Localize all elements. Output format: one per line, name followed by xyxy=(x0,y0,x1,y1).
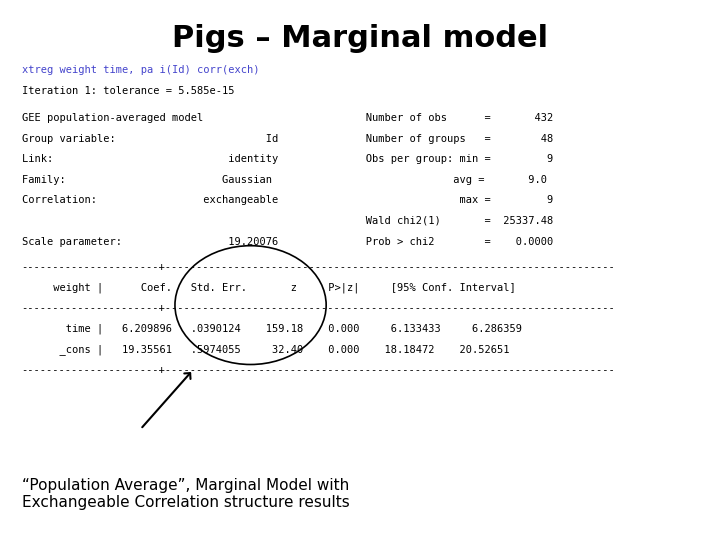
Text: Scale parameter:                 19.20076              Prob > chi2        =    0: Scale parameter: 19.20076 Prob > chi2 = … xyxy=(22,237,553,247)
Text: Link:                            identity              Obs per group: min =     : Link: identity Obs per group: min = xyxy=(22,154,553,165)
Text: Iteration 1: tolerance = 5.585e-15: Iteration 1: tolerance = 5.585e-15 xyxy=(22,86,234,97)
Text: Correlation:                 exchangeable                             max =     : Correlation: exchangeable max = xyxy=(22,195,553,206)
Text: Family:                         Gaussian                             avg =      : Family: Gaussian avg = xyxy=(22,175,546,185)
Text: time |   6.209896   .0390124    159.18    0.000     6.133433     6.286359: time | 6.209896 .0390124 159.18 0.000 6.… xyxy=(22,324,521,334)
Text: ----------------------+---------------------------------------------------------: ----------------------+-----------------… xyxy=(22,365,616,375)
Text: weight |      Coef.   Std. Err.       z     P>|z|     [95% Conf. Interval]: weight | Coef. Std. Err. z P>|z| [95% Co… xyxy=(22,283,516,293)
Text: GEE population-averaged model                          Number of obs      =     : GEE population-averaged model Number of … xyxy=(22,113,553,124)
Text: ----------------------+---------------------------------------------------------: ----------------------+-----------------… xyxy=(22,262,616,273)
Text: “Population Average”, Marginal Model with
Exchangeable Correlation structure res: “Population Average”, Marginal Model wit… xyxy=(22,478,349,510)
Text: xtreg weight time, pa i(Id) corr(exch): xtreg weight time, pa i(Id) corr(exch) xyxy=(22,65,259,75)
Text: Group variable:                        Id              Number of groups   =     : Group variable: Id Number of groups = xyxy=(22,134,553,144)
Text: _cons |   19.35561   .5974055     32.40    0.000    18.18472    20.52651: _cons | 19.35561 .5974055 32.40 0.000 18… xyxy=(22,345,516,355)
Text: Wald chi2(1)       =  25337.48: Wald chi2(1) = 25337.48 xyxy=(22,216,553,226)
Text: ----------------------+---------------------------------------------------------: ----------------------+-----------------… xyxy=(22,303,616,314)
Text: Pigs – Marginal model: Pigs – Marginal model xyxy=(172,24,548,53)
